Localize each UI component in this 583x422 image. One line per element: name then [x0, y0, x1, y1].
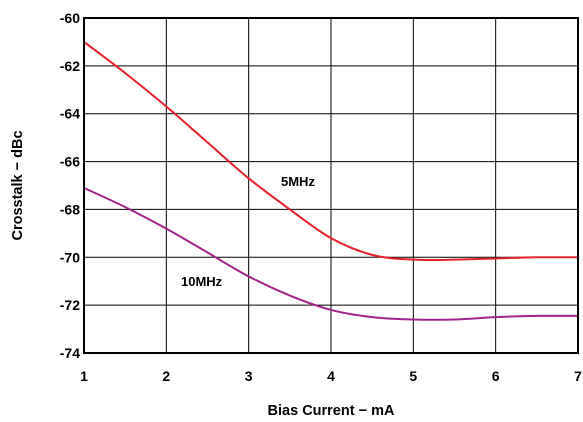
y-axis-title: Crosstalk − dBc	[10, 130, 26, 240]
x-tick-label: 5	[409, 368, 417, 384]
grid-lines	[84, 18, 578, 353]
y-tick-label: -62	[60, 58, 80, 74]
x-tick-label: 7	[574, 368, 582, 384]
x-tick-label: 1	[80, 368, 88, 384]
x-tick-label: 4	[327, 368, 335, 384]
y-tick-label: -68	[60, 201, 80, 217]
plot-frame	[83, 17, 579, 354]
y-tick-label: -70	[60, 249, 80, 265]
y-tick-label: -72	[60, 297, 80, 313]
y-tick-label: -64	[60, 106, 80, 122]
x-tick-label: 3	[245, 368, 253, 384]
tick-labels: 1 2 3 4 5 6 7 -60 -62 -64 -66 -68 -70 -72 -74	[60, 10, 582, 384]
x-tick-label: 6	[492, 368, 500, 384]
x-tick-label: 2	[162, 368, 170, 384]
series-lines	[83, 41, 579, 321]
series-line-0	[83, 41, 579, 262]
y-tick-label: -66	[60, 154, 80, 170]
y-tick-label: -60	[60, 10, 80, 26]
series-line-1	[83, 186, 579, 321]
series-label-10mhz: 10MHz	[181, 274, 223, 289]
y-tick-label: -74	[60, 345, 80, 361]
x-axis-title: Bias Current − mA	[268, 403, 395, 419]
series-label-5mhz: 5MHz	[281, 174, 315, 189]
